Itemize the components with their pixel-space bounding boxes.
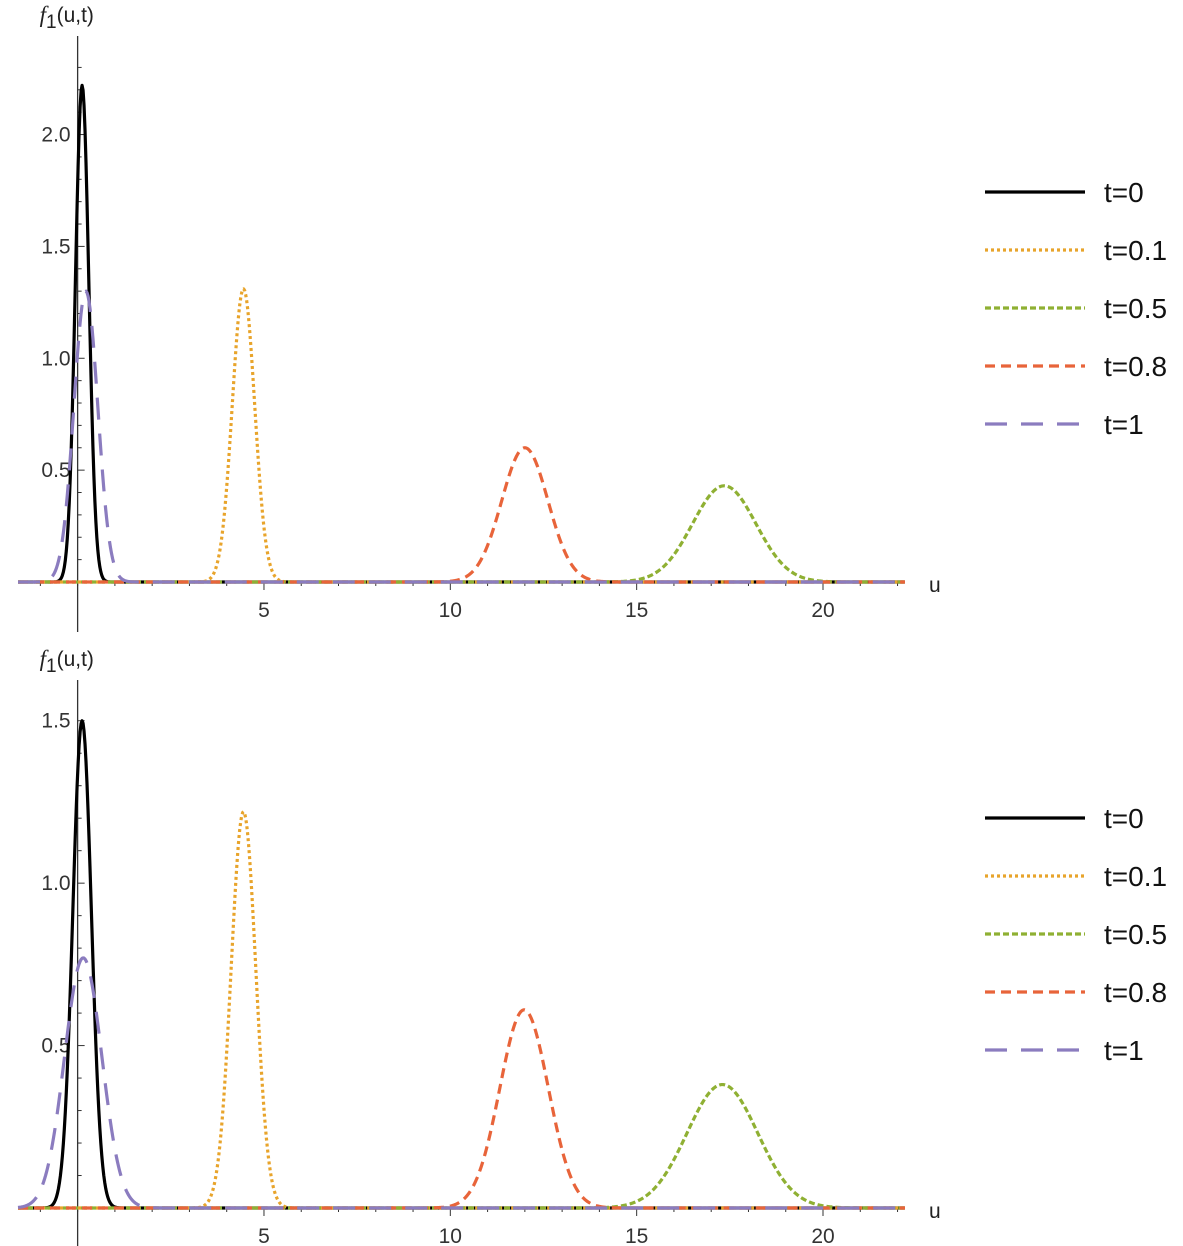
legend-label: t=1 [1104, 1035, 1144, 1066]
series-line-t-0-8 [17, 1008, 906, 1210]
x-tick-label: 5 [258, 599, 270, 622]
x-tick-label: 10 [439, 599, 462, 622]
series-line-t-0-5 [17, 1082, 906, 1210]
y-tick-label: 1.5 [41, 710, 70, 733]
legend: t=0 t=0.1 t=0.5 t=0.8 t=1 [985, 177, 1167, 440]
x-axis-label: u [929, 574, 941, 597]
legend-label: t=0.1 [1104, 235, 1167, 266]
y-tick-label: 0.5 [41, 459, 70, 482]
legend-label: t=0 [1104, 177, 1144, 208]
legend-label: t=0 [1104, 803, 1144, 834]
y-tick-label: 0.5 [41, 1035, 70, 1058]
y-axis-label: f1(u,t) [40, 646, 94, 677]
x-axis-label: u [929, 1200, 941, 1223]
series-line-t-0-1 [17, 810, 906, 1210]
x-tick-label: 20 [811, 1225, 834, 1246]
legend-label: t=0.8 [1104, 977, 1167, 1008]
legend-label: t=0.8 [1104, 351, 1167, 382]
y-axis-label: f1(u,t) [40, 2, 94, 33]
legend: t=0 t=0.1 t=0.5 t=0.8 t=1 [985, 803, 1167, 1066]
chart-panel-1: 5 10 15 20 0.5 1.0 1.5 2.0 f1(u,t) u t=0 t=0.1 t=0.5… [17, 2, 1167, 632]
x-tick-label: 10 [439, 1225, 462, 1246]
series-line-t-0 [17, 83, 906, 584]
y-tick-label: 1.0 [41, 872, 70, 895]
legend-label: t=0.5 [1104, 919, 1167, 950]
x-tick-label: 15 [625, 1225, 648, 1246]
series-line-t-1 [17, 956, 906, 1210]
y-tick-label: 1.5 [41, 235, 70, 258]
series-line-t-1 [17, 289, 906, 584]
y-tick-label: 1.0 [41, 347, 70, 370]
series-line-t-0-1 [17, 287, 906, 584]
x-tick-label: 20 [811, 599, 834, 622]
x-tick-label: 15 [625, 599, 648, 622]
series-line-t-0-8 [17, 446, 906, 584]
series-line-t-0-5 [17, 484, 906, 584]
legend-label: t=1 [1104, 409, 1144, 440]
legend-label: t=0.5 [1104, 293, 1167, 324]
legend-label: t=0.1 [1104, 861, 1167, 892]
series-line-t-0 [17, 719, 906, 1210]
x-tick-label: 5 [258, 1225, 270, 1246]
chart-panel-2: 5 10 15 200.51.01.5f1(u,t)ut=0t=0.1t=0.5t=0… [17, 646, 1167, 1246]
y-tick-label: 2.0 [41, 124, 70, 147]
